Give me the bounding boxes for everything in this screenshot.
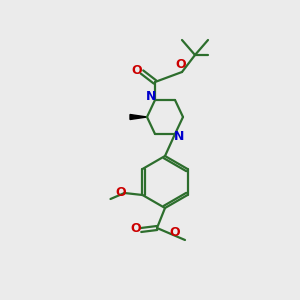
- Text: N: N: [174, 130, 184, 143]
- Text: N: N: [146, 91, 156, 103]
- Text: O: O: [132, 64, 142, 77]
- Text: O: O: [131, 223, 141, 236]
- Polygon shape: [130, 115, 147, 119]
- Text: O: O: [176, 58, 186, 70]
- Text: O: O: [115, 185, 126, 199]
- Text: O: O: [170, 226, 180, 239]
